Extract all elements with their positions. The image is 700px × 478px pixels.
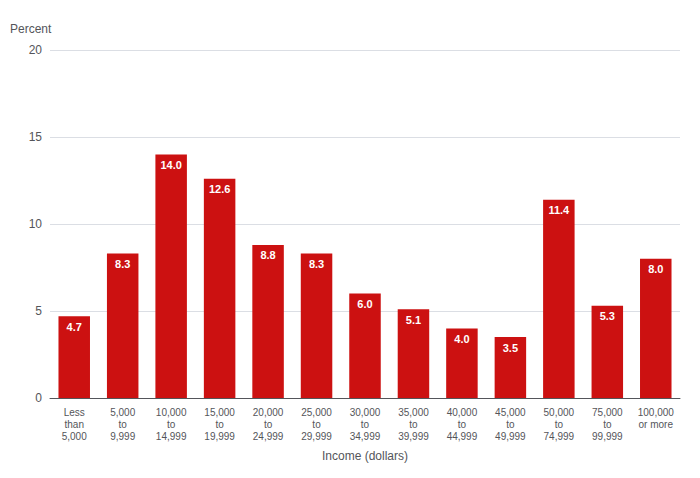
svg-text:5,000: 5,000 bbox=[110, 407, 135, 418]
svg-text:to: to bbox=[506, 419, 515, 430]
svg-text:to: to bbox=[409, 419, 418, 430]
svg-text:20: 20 bbox=[29, 43, 43, 57]
svg-text:74,999: 74,999 bbox=[544, 431, 575, 442]
svg-text:15,000: 15,000 bbox=[204, 407, 235, 418]
svg-text:99,999: 99,999 bbox=[592, 431, 623, 442]
svg-text:100,000: 100,000 bbox=[638, 407, 675, 418]
svg-text:to: to bbox=[603, 419, 612, 430]
svg-text:39,999: 39,999 bbox=[398, 431, 429, 442]
svg-text:to: to bbox=[555, 419, 564, 430]
svg-text:49,999: 49,999 bbox=[495, 431, 526, 442]
svg-text:5.3: 5.3 bbox=[600, 310, 615, 322]
svg-text:44,999: 44,999 bbox=[447, 431, 478, 442]
svg-text:24,999: 24,999 bbox=[253, 431, 284, 442]
svg-text:Percent: Percent bbox=[10, 22, 52, 36]
svg-text:to: to bbox=[458, 419, 467, 430]
svg-text:25,000: 25,000 bbox=[301, 407, 332, 418]
svg-text:0: 0 bbox=[35, 391, 42, 405]
svg-text:to: to bbox=[119, 419, 128, 430]
svg-text:35,000: 35,000 bbox=[398, 407, 429, 418]
svg-text:Income (dollars): Income (dollars) bbox=[322, 449, 408, 463]
svg-text:50,000: 50,000 bbox=[544, 407, 575, 418]
svg-text:45,000: 45,000 bbox=[495, 407, 526, 418]
svg-text:34,999: 34,999 bbox=[350, 431, 381, 442]
svg-text:8.0: 8.0 bbox=[648, 263, 663, 275]
svg-text:15: 15 bbox=[29, 130, 43, 144]
svg-text:than: than bbox=[64, 419, 83, 430]
svg-text:8.8: 8.8 bbox=[260, 249, 275, 261]
svg-text:Less: Less bbox=[64, 407, 85, 418]
svg-text:29,999: 29,999 bbox=[301, 431, 332, 442]
svg-text:14.0: 14.0 bbox=[160, 159, 181, 171]
svg-text:to: to bbox=[361, 419, 370, 430]
svg-text:to: to bbox=[264, 419, 273, 430]
svg-text:3.5: 3.5 bbox=[503, 342, 518, 354]
svg-text:10,000: 10,000 bbox=[156, 407, 187, 418]
svg-text:40,000: 40,000 bbox=[447, 407, 478, 418]
svg-text:or more: or more bbox=[639, 419, 674, 430]
svg-text:4.0: 4.0 bbox=[454, 333, 469, 345]
svg-text:5: 5 bbox=[35, 304, 42, 318]
svg-text:4.7: 4.7 bbox=[67, 321, 82, 333]
svg-text:8.3: 8.3 bbox=[115, 258, 130, 270]
svg-text:19,999: 19,999 bbox=[204, 431, 235, 442]
svg-text:20,000: 20,000 bbox=[253, 407, 284, 418]
svg-text:75,000: 75,000 bbox=[592, 407, 623, 418]
svg-text:10: 10 bbox=[29, 217, 43, 231]
svg-text:5,000: 5,000 bbox=[62, 431, 87, 442]
svg-text:5.1: 5.1 bbox=[406, 314, 421, 326]
svg-text:30,000: 30,000 bbox=[350, 407, 381, 418]
svg-text:8.3: 8.3 bbox=[309, 258, 324, 270]
svg-text:to: to bbox=[312, 419, 321, 430]
svg-text:to: to bbox=[215, 419, 224, 430]
svg-text:14,999: 14,999 bbox=[156, 431, 187, 442]
svg-text:11.4: 11.4 bbox=[548, 204, 570, 216]
svg-text:9,999: 9,999 bbox=[110, 431, 135, 442]
svg-text:12.6: 12.6 bbox=[209, 183, 230, 195]
svg-text:6.0: 6.0 bbox=[357, 298, 372, 310]
svg-text:to: to bbox=[167, 419, 176, 430]
